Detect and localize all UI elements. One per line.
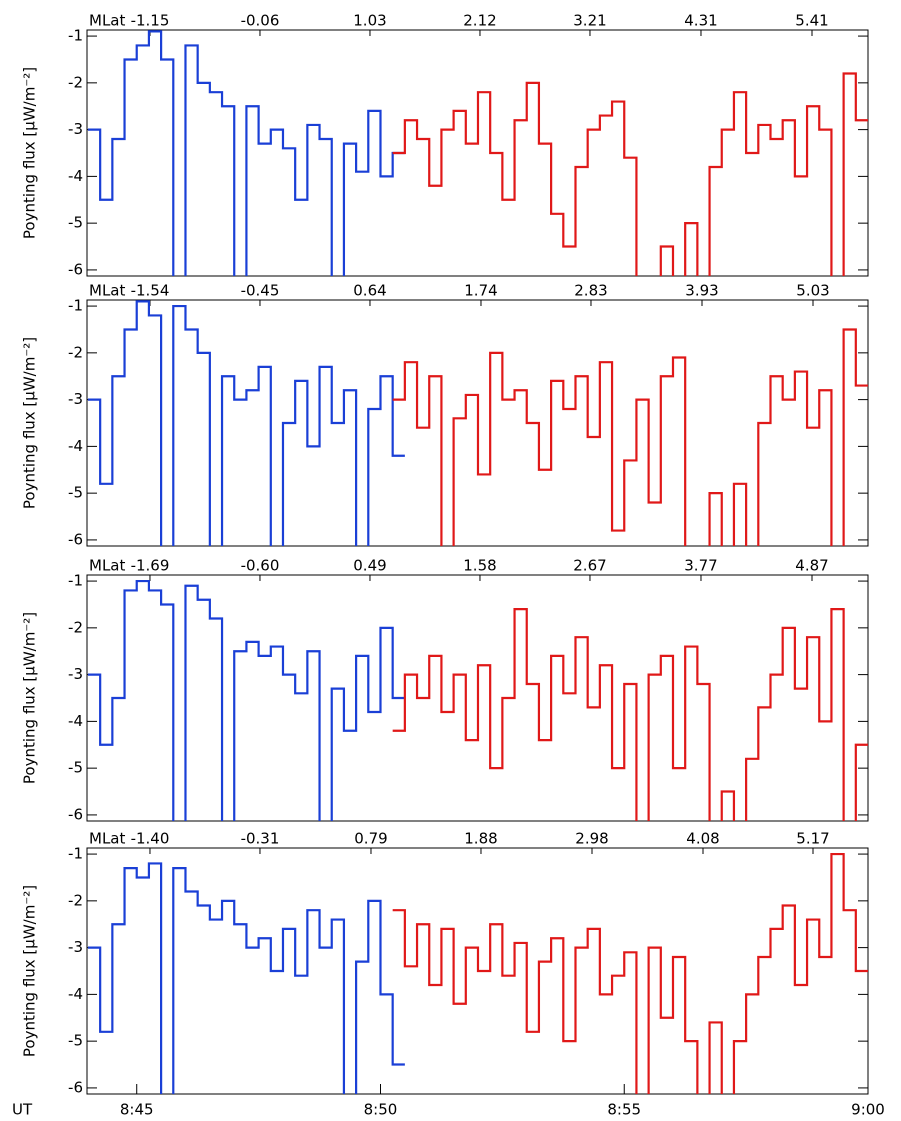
y-tick-label: -1 — [68, 572, 83, 590]
y-tick-label: -4 — [68, 712, 83, 730]
y-tick-label: -5 — [68, 1032, 83, 1050]
x2-tick-label: 5.17 — [796, 830, 829, 848]
x2-tick-label: -0.31 — [241, 830, 280, 848]
y-tick-label: -1 — [68, 297, 83, 315]
plot-frame — [86, 299, 869, 547]
y-tick-label: -2 — [68, 618, 83, 636]
y-tick-label: -5 — [68, 759, 83, 777]
x2-tick-label: 4.87 — [795, 557, 828, 575]
x2-tick-label: 1.03 — [353, 12, 386, 30]
x2-tick-label: -0.45 — [241, 282, 280, 300]
panel: -6 -5 -4 -3 -2 -1 Poynting flux [μW/m⁻²] MLat -1… — [21, 12, 869, 278]
y-tick-label: -3 — [68, 938, 83, 956]
y-axis-label: Poynting flux [μW/m⁻²] — [21, 885, 39, 1057]
x2-axis-label: MLat — [89, 830, 125, 848]
y-tick-label: -5 — [68, 214, 83, 232]
panel: -6 -5 -4 -3 -2 -1 Poynting flux [μW/m⁻²] MLat -1… — [21, 282, 869, 548]
y-tick-label: -6 — [68, 530, 83, 548]
x2-tick-label: 0.79 — [354, 830, 387, 848]
x2-axis-label: MLat — [89, 557, 125, 575]
y-tick-label: -3 — [68, 390, 83, 408]
y-tick-label: -6 — [68, 805, 83, 823]
panel: -6 -5 -4 -3 -2 -1 Poynting flux [μW/m⁻²] MLat -1… — [21, 557, 869, 823]
y-tick-label: -5 — [68, 484, 83, 502]
x2-tick-label: -1.15 — [131, 12, 170, 30]
y-axis-label: Poynting flux [μW/m⁻²] — [21, 612, 39, 784]
x2-tick-label: -0.60 — [241, 557, 280, 575]
flux-trace — [87, 300, 405, 546]
y-axis-label: Poynting flux [μW/m⁻²] — [21, 337, 39, 509]
y-tick-label: -1 — [68, 845, 83, 863]
flux-trace — [87, 862, 405, 1094]
x2-tick-label: 4.08 — [686, 830, 719, 848]
x-tick-label: 8:50 — [364, 1101, 398, 1119]
y-tick-label: -6 — [68, 1078, 83, 1096]
x2-tick-label: 1.74 — [464, 282, 497, 300]
y-tick-label: -6 — [68, 260, 83, 278]
x2-tick-label: 2.83 — [574, 282, 607, 300]
x2-tick-label: -0.06 — [241, 12, 280, 30]
x2-axis-label: MLat — [89, 12, 125, 30]
y-tick-label: -3 — [68, 665, 83, 683]
y-tick-label: -4 — [68, 985, 83, 1003]
y-tick-label: -4 — [68, 167, 83, 185]
x2-tick-label: 1.58 — [463, 557, 496, 575]
x2-tick-label: 2.98 — [575, 830, 608, 848]
x2-tick-label: 0.49 — [353, 557, 386, 575]
y-axis-label: Poynting flux [μW/m⁻²] — [21, 67, 39, 239]
plot-frame — [86, 574, 869, 822]
x2-tick-label: 1.88 — [464, 830, 497, 848]
x2-tick-label: 2.12 — [463, 12, 496, 30]
x-tick-label: 9:00 — [851, 1101, 885, 1119]
flux-trace — [392, 608, 868, 821]
x2-tick-label: -1.40 — [131, 830, 170, 848]
x2-tick-label: 4.31 — [684, 12, 717, 30]
x2-tick-label: 3.93 — [685, 282, 718, 300]
flux-trace — [392, 328, 868, 546]
x2-tick-label: 5.41 — [795, 12, 828, 30]
flux-trace — [392, 852, 868, 1094]
y-tick-label: -3 — [68, 120, 83, 138]
flux-trace — [392, 72, 868, 276]
flux-trace — [87, 30, 405, 276]
plot-frame — [86, 29, 869, 277]
x2-tick-label: -1.54 — [131, 282, 170, 300]
y-tick-label: -1 — [68, 27, 83, 45]
x2-tick-label: -1.69 — [131, 557, 170, 575]
y-tick-label: -4 — [68, 437, 83, 455]
panel: -6 -5 -4 -3 -2 -1 Poynting flux [μW/m⁻²] MLat -1… — [12, 830, 885, 1119]
flux-trace — [87, 579, 405, 821]
x2-axis-label: MLat — [89, 282, 125, 300]
x2-tick-label: 0.64 — [353, 282, 386, 300]
x2-tick-label: 2.67 — [573, 557, 606, 575]
y-tick-label: -2 — [68, 73, 83, 91]
y-tick-label: -2 — [68, 343, 83, 361]
x2-tick-label: 5.03 — [796, 282, 829, 300]
x-axis-label: UT — [12, 1101, 33, 1119]
x2-tick-label: 3.21 — [573, 12, 606, 30]
x-tick-label: 8:55 — [607, 1101, 641, 1119]
y-tick-label: -2 — [68, 891, 83, 909]
x-tick-label: 8:45 — [120, 1101, 154, 1119]
x2-tick-label: 3.77 — [684, 557, 717, 575]
